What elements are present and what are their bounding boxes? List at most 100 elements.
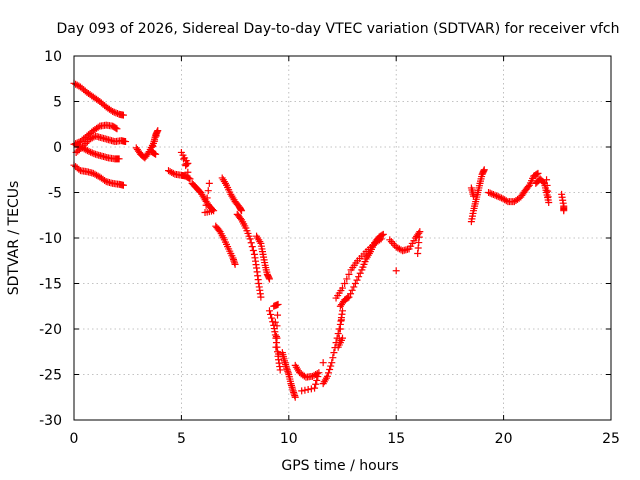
data-point	[339, 334, 346, 342]
data-point	[376, 236, 384, 244]
data-point	[115, 155, 123, 163]
data-point	[275, 350, 283, 358]
data-point	[326, 365, 334, 373]
data-point	[502, 197, 510, 205]
data-point	[347, 290, 355, 298]
data-point	[249, 247, 257, 255]
data-point	[339, 307, 346, 315]
data-point	[257, 293, 265, 301]
data-point	[395, 245, 403, 253]
data-point	[152, 132, 160, 140]
x-tick-label: 20	[495, 431, 513, 447]
data-point	[267, 310, 275, 318]
data-point	[496, 193, 504, 201]
data-point	[560, 207, 568, 215]
data-point	[329, 354, 337, 362]
data-point	[154, 127, 162, 135]
data-point	[301, 386, 309, 394]
plot-frame	[73, 55, 612, 421]
data-point	[75, 165, 83, 173]
data-point	[328, 359, 336, 367]
data-point	[488, 190, 496, 198]
series-track-e	[70, 161, 127, 189]
y-tick-label: -30	[39, 413, 62, 429]
data-point	[265, 307, 273, 315]
series-track-j	[218, 174, 246, 215]
data-point	[88, 149, 96, 157]
series-track-r	[332, 235, 385, 302]
data-point	[345, 270, 353, 278]
data-point	[113, 125, 121, 133]
data-point	[327, 362, 335, 370]
data-point	[151, 137, 159, 145]
data-point	[268, 314, 276, 322]
data-point	[248, 243, 256, 251]
data-point	[307, 385, 315, 393]
data-point	[341, 280, 349, 287]
data-point	[231, 260, 239, 268]
data-point	[151, 150, 159, 158]
data-point	[276, 366, 284, 374]
data-point	[87, 148, 95, 156]
data-point	[112, 124, 120, 132]
data-point	[272, 343, 280, 351]
data-point	[182, 160, 190, 168]
data-point	[543, 176, 551, 184]
data-point	[319, 359, 327, 367]
grid-lines	[74, 56, 611, 420]
data-point	[336, 325, 344, 333]
axis-ticks: 0 5 10 15 20 25 -30 -25 -20 -15 -10 -5 0 5 10	[39, 49, 620, 447]
data-point	[339, 284, 346, 292]
series-track-f	[132, 127, 162, 162]
x-tick-label: 0	[70, 431, 79, 447]
data-point	[377, 235, 385, 243]
series-track-m	[265, 300, 284, 374]
x-tick-label: 5	[177, 431, 186, 447]
series-track-n	[278, 349, 299, 401]
data-point	[344, 294, 352, 302]
data-point	[83, 147, 91, 155]
data-point	[350, 283, 358, 291]
data-point	[314, 373, 322, 381]
data-point	[334, 330, 342, 338]
data-point	[343, 275, 351, 283]
data-point	[313, 376, 321, 384]
data-point	[122, 138, 130, 146]
y-tick-label: -20	[39, 322, 62, 338]
data-point	[149, 142, 157, 150]
data-point	[356, 269, 364, 277]
data-point	[480, 166, 488, 174]
data-point	[186, 175, 194, 183]
series-track-a	[70, 79, 127, 119]
data-point	[271, 318, 279, 326]
data-point	[323, 372, 331, 380]
series-track-p	[319, 307, 346, 388]
data-point	[315, 369, 323, 377]
series-track-k	[233, 210, 265, 301]
data-point	[300, 372, 308, 380]
data-point	[345, 293, 353, 301]
series-track-l	[253, 232, 273, 283]
y-tick-label: 5	[53, 95, 62, 111]
data-point	[201, 209, 209, 217]
y-tick-label: -25	[39, 368, 62, 384]
y-tick-label: -10	[39, 231, 62, 247]
data-point	[379, 230, 387, 238]
data-point	[119, 181, 127, 189]
data-point	[298, 387, 306, 395]
data-point	[90, 150, 98, 158]
data-point	[489, 191, 497, 199]
data-point	[119, 111, 127, 119]
data-point	[389, 239, 397, 247]
series-track-t	[467, 166, 488, 226]
series-track-o	[291, 359, 327, 395]
series-track-g	[165, 148, 194, 183]
data-point	[470, 192, 478, 200]
series-track-s	[386, 228, 424, 275]
series-track-c	[72, 132, 130, 156]
data-point	[304, 386, 312, 394]
data-point	[325, 369, 333, 377]
data-point	[112, 109, 120, 117]
data-point	[312, 380, 320, 388]
